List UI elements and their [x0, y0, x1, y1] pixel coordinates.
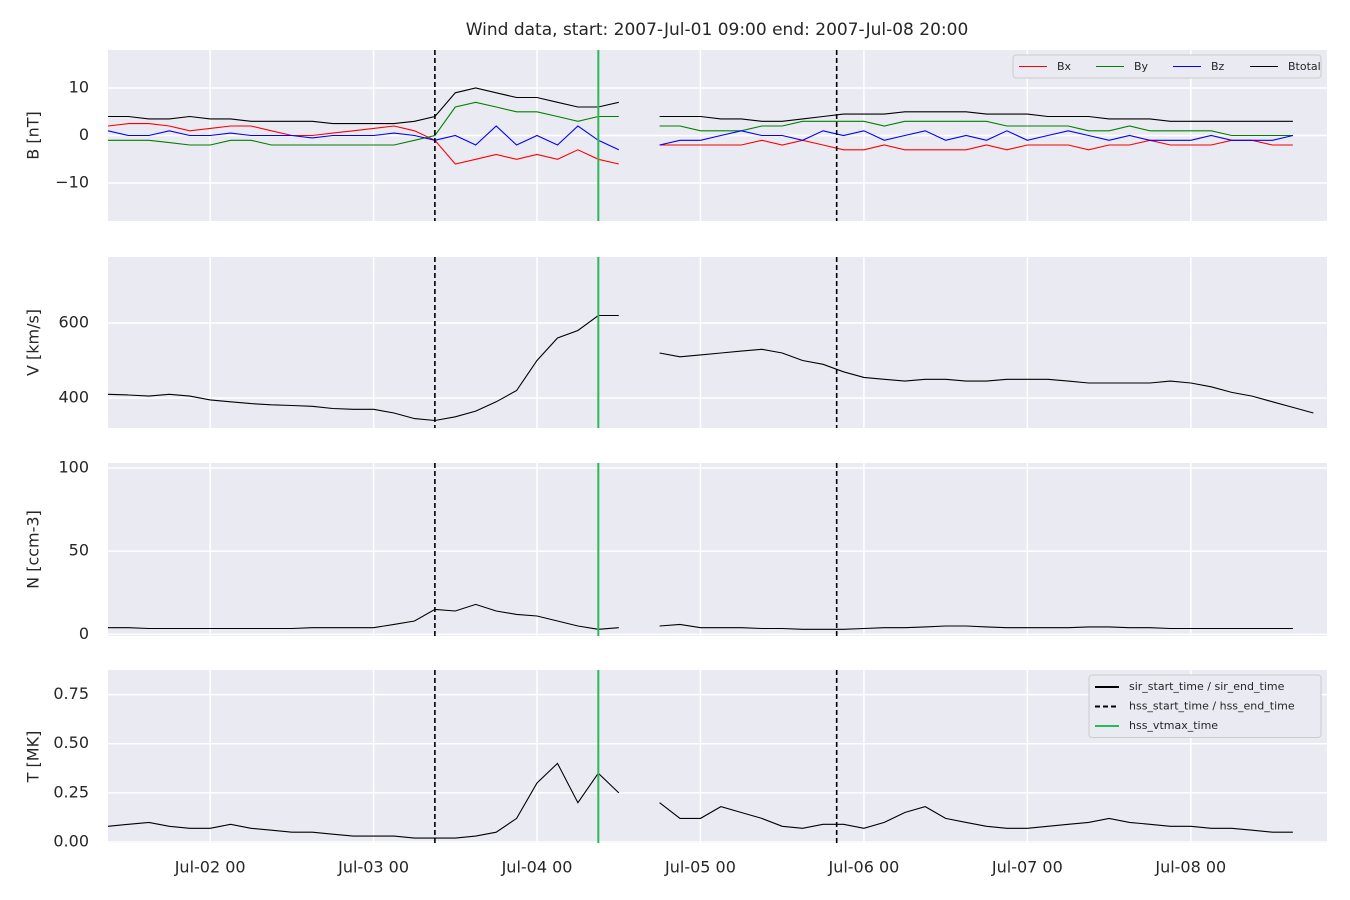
y-tick-label: 0 [79, 125, 89, 144]
x-tick-label: Jul-06 00 [827, 858, 899, 877]
series-line [107, 762, 1293, 839]
y-axis-label: T [MK] [24, 731, 43, 784]
legend-label: hss_start_time / hss_end_time [1129, 700, 1295, 713]
series-line [108, 603, 1293, 630]
legend-label: hss_vtmax_time [1129, 719, 1218, 732]
plot-area [108, 463, 1327, 636]
y-tick-label: 600 [58, 313, 89, 332]
y-tick-label: 0.75 [53, 684, 89, 703]
x-tick-label: Jul-08 00 [1154, 858, 1226, 877]
plot-area [108, 257, 1327, 428]
legend-box [1088, 674, 1322, 738]
y-tick-label: 0.00 [53, 832, 89, 851]
y-tick-label: 10 [69, 78, 89, 97]
series-line [108, 87, 1293, 125]
series-line [107, 125, 1294, 151]
y-tick-label: 0 [79, 624, 89, 643]
y-axis-label: N [ccm-3] [24, 510, 43, 589]
y-tick-label: 50 [69, 541, 89, 560]
legend-label: sir_start_time / sir_end_time [1129, 680, 1285, 693]
x-tick-label: Jul-04 00 [501, 858, 573, 877]
series-line [108, 101, 1293, 146]
legend-label: Btotal [1288, 60, 1321, 73]
y-tick-label: 100 [58, 457, 89, 476]
chart-title: Wind data, start: 2007-Jul-01 09:00 end:… [466, 20, 969, 40]
legend-label: Bz [1211, 60, 1225, 73]
legend-label: Bx [1057, 60, 1072, 73]
y-tick-label: 0.25 [53, 782, 89, 801]
y-tick-label: 400 [58, 388, 89, 407]
x-tick-label: Jul-03 00 [337, 858, 409, 877]
y-tick-label: 0.50 [53, 733, 89, 752]
legend-box [1012, 54, 1322, 79]
x-tick-label: Jul-02 00 [174, 858, 246, 877]
x-tick-label: Jul-05 00 [664, 858, 736, 877]
y-axis-label: V [km/s] [24, 309, 43, 376]
legend-label: By [1134, 60, 1149, 73]
y-tick-label: −10 [55, 173, 89, 192]
x-tick-label: Jul-07 00 [991, 858, 1063, 877]
series-line [107, 123, 1293, 165]
y-axis-label: B [nT] [24, 111, 43, 159]
series-line [107, 314, 1314, 422]
